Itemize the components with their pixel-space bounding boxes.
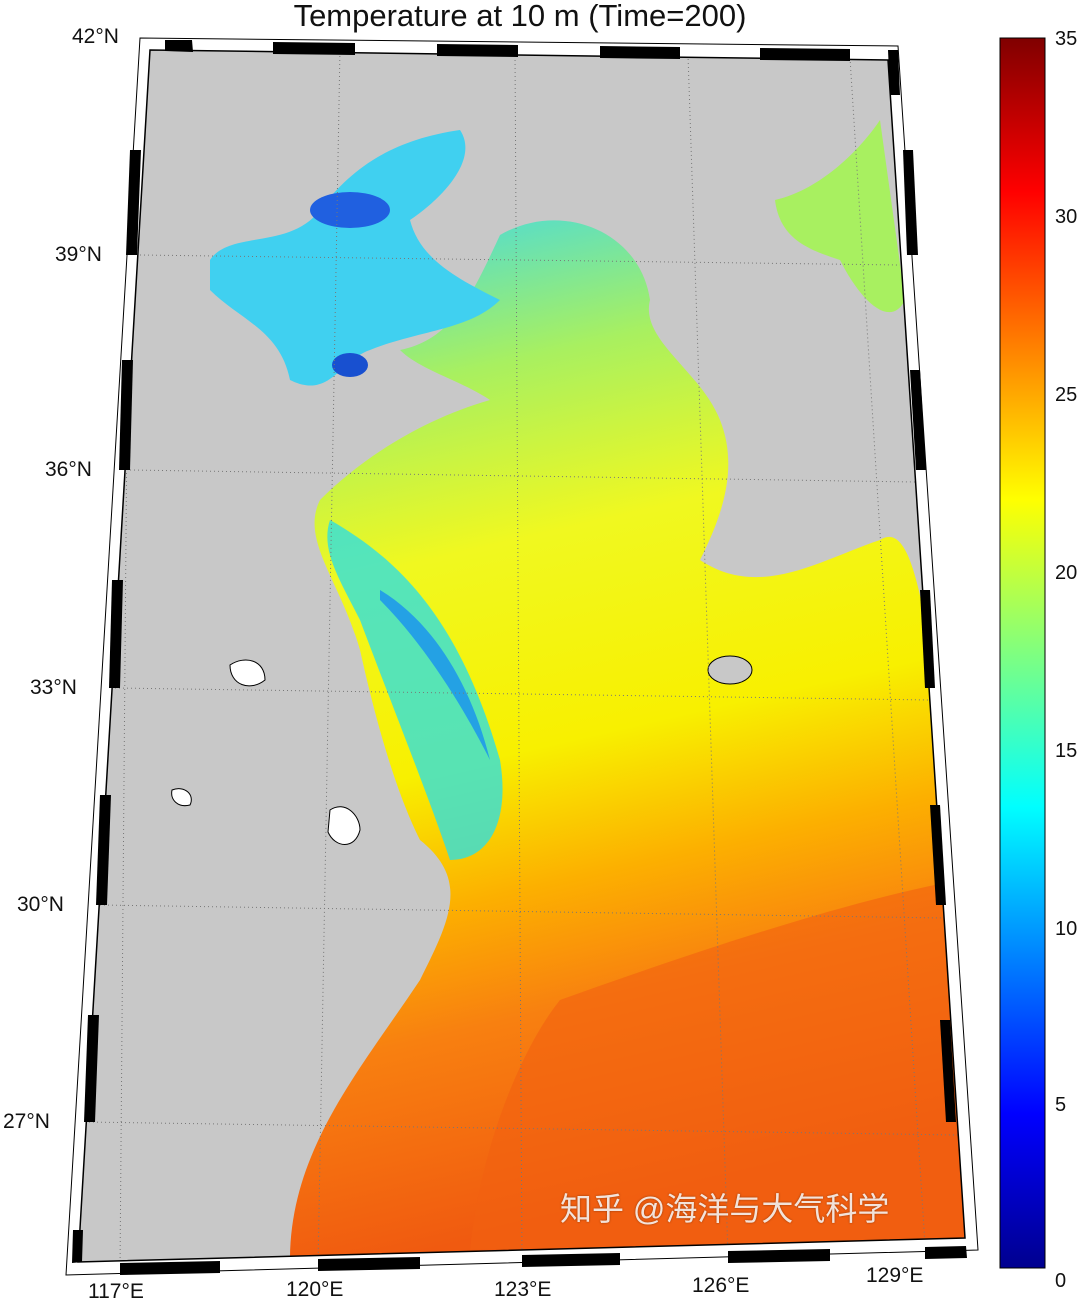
jeju-island <box>707 655 753 685</box>
lon-label: 120°E <box>286 1278 344 1301</box>
colorbar-tick: 5 <box>1055 1094 1067 1116</box>
colorbar-tick: 25 <box>1055 384 1078 406</box>
lat-label: 30°N <box>17 893 64 916</box>
lon-label: 129°E <box>866 1264 924 1287</box>
colorbar-tick: 20 <box>1055 562 1078 584</box>
map-frame <box>65 37 979 1276</box>
watermark: 知乎 @海洋与大气科学 <box>560 1191 890 1227</box>
sea-bohai <box>210 130 500 386</box>
colorbar <box>999 37 1046 1269</box>
lat-label: 27°N <box>3 1110 50 1133</box>
lon-label: 123°E <box>494 1278 552 1301</box>
colorbar-tick: 10 <box>1055 918 1078 940</box>
lat-label: 39°N <box>55 243 102 266</box>
colorbar-tick: 35 <box>1055 28 1078 50</box>
lat-label: 42°N <box>72 25 119 48</box>
lon-label: 117°E <box>88 1280 144 1303</box>
lat-label: 33°N <box>30 676 77 699</box>
colorbar-tick: 0 <box>1055 1270 1067 1292</box>
colorbar-tick: 15 <box>1055 740 1078 762</box>
lat-label: 36°N <box>45 458 92 481</box>
lon-label: 126°E <box>692 1274 750 1297</box>
colorbar-tick: 30 <box>1055 206 1078 228</box>
map-title: Temperature at 10 m (Time=200) <box>293 0 747 33</box>
